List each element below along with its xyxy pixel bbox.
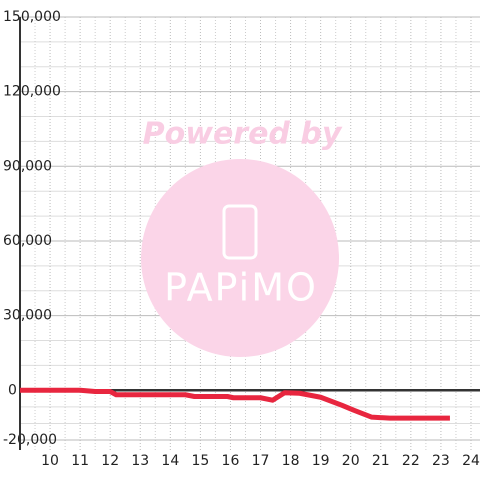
x-tick-label: 10 (41, 453, 59, 469)
y-tick-label: 30,000 (3, 308, 52, 324)
watermark-text: Powered by (143, 117, 343, 152)
y-tick-label: 90,000 (3, 158, 52, 174)
phone-icon (222, 204, 258, 260)
y-tick-label: 120,000 (3, 84, 61, 100)
y-tick-label: 60,000 (3, 233, 52, 249)
x-tick-label: 16 (222, 453, 240, 469)
watermark: Powered by PAPiMO (141, 117, 343, 357)
y-tick-label: 150,000 (3, 9, 61, 25)
x-tick-label: 14 (161, 453, 179, 469)
watermark-logo: PAPiMO (164, 266, 318, 310)
x-tick-label: 20 (342, 453, 360, 469)
x-tick-label: 13 (131, 453, 149, 469)
plot: -20,000 0 30,000 60,000 90,000 120,000 150,000… (3, 9, 480, 469)
x-tick-label: 23 (432, 453, 450, 469)
y-tick-label: -20,000 (3, 432, 57, 448)
x-tick-label: 11 (71, 453, 89, 469)
x-tick-label: 21 (372, 453, 390, 469)
data-line (20, 387, 450, 421)
x-tick-label: 22 (402, 453, 420, 469)
grid (20, 16, 480, 450)
x-tick-label: 12 (101, 453, 119, 469)
x-tick-label: 18 (282, 453, 300, 469)
x-tick-label: 24 (462, 453, 480, 469)
x-tick-label: 15 (191, 453, 209, 469)
y-tick-label: 0 (8, 382, 17, 398)
x-tick-label: 17 (252, 453, 270, 469)
x-tick-label: 19 (312, 453, 330, 469)
